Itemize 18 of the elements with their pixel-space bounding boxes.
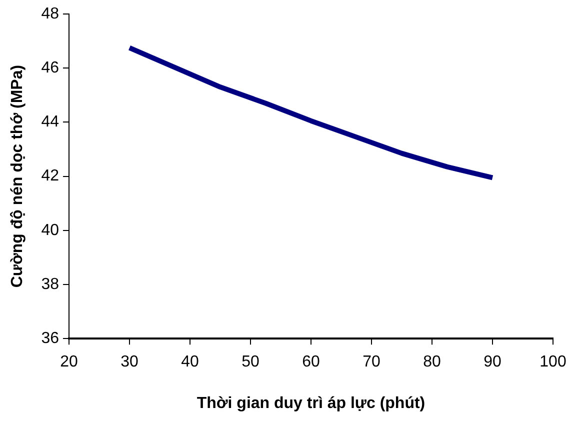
x-axis-title: Thời gian duy trì áp lực (phút) (196, 394, 426, 412)
x-tick-label: 50 (242, 354, 260, 371)
y-tick-label: 46 (41, 60, 60, 77)
x-tick-label: 80 (423, 354, 441, 371)
y-axis-title: Cường độ nén dọc thớ (MPa) (9, 64, 26, 288)
x-tick-label: 70 (362, 354, 380, 371)
x-tick-label: 100 (540, 354, 566, 371)
y-tick-label: 44 (41, 114, 60, 131)
x-tick-label: 60 (302, 354, 320, 371)
x-tick-label: 90 (484, 354, 502, 371)
y-tick-label: 42 (41, 168, 60, 185)
y-tick-label: 48 (41, 5, 60, 22)
x-tick-label: 20 (60, 354, 78, 371)
y-tick-label: 38 (41, 276, 60, 293)
x-tick-label: 30 (120, 354, 138, 371)
y-tick-label: 40 (41, 222, 60, 239)
y-tick-label: 36 (41, 330, 60, 348)
x-tick-label: 40 (181, 354, 199, 371)
